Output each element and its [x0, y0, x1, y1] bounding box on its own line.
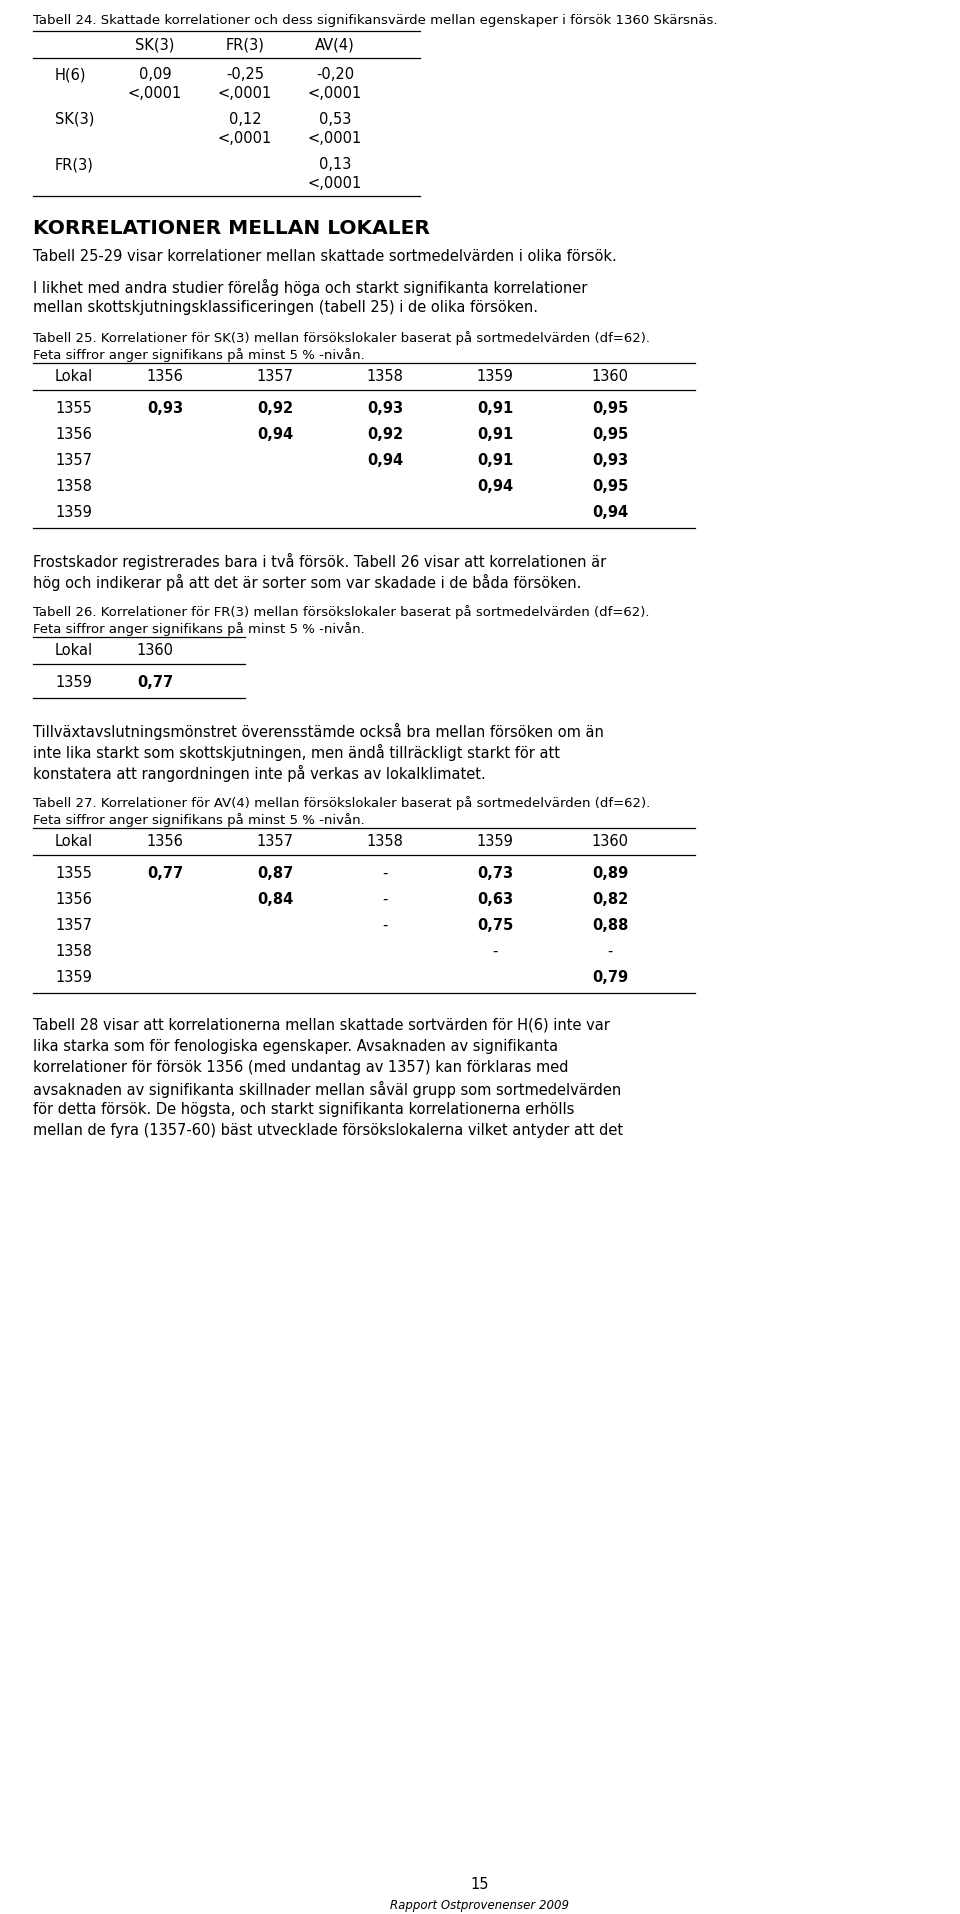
Text: Lokal: Lokal [55, 835, 93, 848]
Text: 0,87: 0,87 [257, 865, 293, 880]
Text: 1359: 1359 [55, 505, 92, 521]
Text: 0,53: 0,53 [319, 111, 351, 126]
Text: Feta siffror anger signifikans på minst 5 % -nivån.: Feta siffror anger signifikans på minst … [33, 813, 365, 827]
Text: 1357: 1357 [55, 454, 92, 467]
Text: 0,92: 0,92 [367, 427, 403, 442]
Text: <,0001: <,0001 [308, 130, 362, 145]
Text: 15: 15 [470, 1876, 490, 1891]
Text: 0,73: 0,73 [477, 865, 513, 880]
Text: <,0001: <,0001 [308, 176, 362, 191]
Text: KORRELATIONER MELLAN LOKALER: KORRELATIONER MELLAN LOKALER [33, 218, 430, 237]
Text: 1358: 1358 [367, 369, 403, 385]
Text: -0,25: -0,25 [226, 67, 264, 82]
Text: 0,91: 0,91 [477, 400, 514, 415]
Text: 1360: 1360 [591, 835, 629, 848]
Text: lika starka som för fenologiska egenskaper. Avsaknaden av signifikanta: lika starka som för fenologiska egenskap… [33, 1039, 558, 1053]
Text: Feta siffror anger signifikans på minst 5 % -nivån.: Feta siffror anger signifikans på minst … [33, 348, 365, 362]
Text: 1356: 1356 [147, 369, 183, 385]
Text: FR(3): FR(3) [55, 157, 94, 172]
Text: 1359: 1359 [55, 674, 92, 689]
Text: Lokal: Lokal [55, 643, 93, 658]
Text: Frostskador registrerades bara i två försök. Tabell 26 visar att korrelationen ä: Frostskador registrerades bara i två för… [33, 553, 607, 570]
Text: 0,79: 0,79 [592, 970, 628, 984]
Text: 1358: 1358 [55, 944, 92, 959]
Text: 1355: 1355 [55, 400, 92, 415]
Text: konstatera att rangordningen inte på verkas av lokalklimatet.: konstatera att rangordningen inte på ver… [33, 764, 486, 781]
Text: Rapport Ostprovenenser 2009: Rapport Ostprovenenser 2009 [391, 1899, 569, 1910]
Text: 1360: 1360 [136, 643, 174, 658]
Text: 0,93: 0,93 [147, 400, 183, 415]
Text: 0,94: 0,94 [257, 427, 293, 442]
Text: 0,89: 0,89 [592, 865, 628, 880]
Text: <,0001: <,0001 [218, 130, 272, 145]
Text: Tabell 24. Skattade korrelationer och dess signifikansvärde mellan egenskaper i : Tabell 24. Skattade korrelationer och de… [33, 13, 717, 27]
Text: Tabell 25. Korrelationer för SK(3) mellan försökslokaler baserat på sortmedelvär: Tabell 25. Korrelationer för SK(3) mella… [33, 331, 650, 345]
Text: hög och indikerar på att det är sorter som var skadade i de båda försöken.: hög och indikerar på att det är sorter s… [33, 574, 582, 591]
Text: 0,75: 0,75 [477, 917, 514, 932]
Text: mellan de fyra (1357-60) bäst utvecklade försökslokalerna vilket antyder att det: mellan de fyra (1357-60) bäst utvecklade… [33, 1122, 623, 1137]
Text: 1359: 1359 [476, 369, 514, 385]
Text: avsaknaden av signifikanta skillnader mellan såväl grupp som sortmedelvärden: avsaknaden av signifikanta skillnader me… [33, 1079, 621, 1097]
Text: 0,63: 0,63 [477, 892, 513, 907]
Text: -0,20: -0,20 [316, 67, 354, 82]
Text: för detta försök. De högsta, och starkt signifikanta korrelationerna erhölls: för detta försök. De högsta, och starkt … [33, 1101, 574, 1116]
Text: 0,94: 0,94 [367, 454, 403, 467]
Text: 0,84: 0,84 [257, 892, 293, 907]
Text: 0,12: 0,12 [228, 111, 261, 126]
Text: 1356: 1356 [55, 892, 92, 907]
Text: SK(3): SK(3) [55, 111, 94, 126]
Text: 0,94: 0,94 [592, 505, 628, 521]
Text: 1356: 1356 [147, 835, 183, 848]
Text: 0,93: 0,93 [367, 400, 403, 415]
Text: 1359: 1359 [55, 970, 92, 984]
Text: <,0001: <,0001 [218, 86, 272, 101]
Text: Tabell 26. Korrelationer för FR(3) mellan försökslokaler baserat på sortmedelvär: Tabell 26. Korrelationer för FR(3) mella… [33, 605, 650, 618]
Text: 1357: 1357 [256, 369, 294, 385]
Text: -: - [608, 944, 612, 959]
Text: Tillväxtavslutningsmönstret överensstämde också bra mellan försöken om än: Tillväxtavslutningsmönstret överensstämd… [33, 723, 604, 739]
Text: Feta siffror anger signifikans på minst 5 % -nivån.: Feta siffror anger signifikans på minst … [33, 622, 365, 635]
Text: 0,91: 0,91 [477, 454, 514, 467]
Text: -: - [492, 944, 497, 959]
Text: 0,82: 0,82 [592, 892, 628, 907]
Text: SK(3): SK(3) [135, 36, 175, 52]
Text: 1360: 1360 [591, 369, 629, 385]
Text: Lokal: Lokal [55, 369, 93, 385]
Text: <,0001: <,0001 [128, 86, 182, 101]
Text: 1355: 1355 [55, 865, 92, 880]
Text: 0,93: 0,93 [592, 454, 628, 467]
Text: mellan skottskjutningsklassificeringen (tabell 25) i de olika försöken.: mellan skottskjutningsklassificeringen (… [33, 300, 538, 314]
Text: Tabell 25-29 visar korrelationer mellan skattade sortmedelvärden i olika försök.: Tabell 25-29 visar korrelationer mellan … [33, 249, 616, 264]
Text: -: - [382, 892, 388, 907]
Text: 0,77: 0,77 [147, 865, 183, 880]
Text: 1357: 1357 [55, 917, 92, 932]
Text: H(6): H(6) [55, 67, 86, 82]
Text: 0,95: 0,95 [592, 478, 628, 494]
Text: 0,95: 0,95 [592, 400, 628, 415]
Text: 1357: 1357 [256, 835, 294, 848]
Text: 0,77: 0,77 [137, 674, 173, 689]
Text: 0,94: 0,94 [477, 478, 513, 494]
Text: Tabell 28 visar att korrelationerna mellan skattade sortvärden för H(6) inte var: Tabell 28 visar att korrelationerna mell… [33, 1018, 610, 1032]
Text: 1358: 1358 [367, 835, 403, 848]
Text: 1359: 1359 [476, 835, 514, 848]
Text: AV(4): AV(4) [315, 36, 355, 52]
Text: 0,13: 0,13 [319, 157, 351, 172]
Text: 1358: 1358 [55, 478, 92, 494]
Text: 0,09: 0,09 [138, 67, 171, 82]
Text: -: - [382, 865, 388, 880]
Text: 0,95: 0,95 [592, 427, 628, 442]
Text: korrelationer för försök 1356 (med undantag av 1357) kan förklaras med: korrelationer för försök 1356 (med undan… [33, 1060, 568, 1074]
Text: -: - [382, 917, 388, 932]
Text: 0,91: 0,91 [477, 427, 514, 442]
Text: <,0001: <,0001 [308, 86, 362, 101]
Text: I likhet med andra studier förelåg höga och starkt signifikanta korrelationer: I likhet med andra studier förelåg höga … [33, 279, 588, 297]
Text: 0,92: 0,92 [257, 400, 293, 415]
Text: Tabell 27. Korrelationer för AV(4) mellan försökslokaler baserat på sortmedelvär: Tabell 27. Korrelationer för AV(4) mella… [33, 796, 650, 810]
Text: 1356: 1356 [55, 427, 92, 442]
Text: FR(3): FR(3) [226, 36, 264, 52]
Text: 0,88: 0,88 [591, 917, 628, 932]
Text: inte lika starkt som skottskjutningen, men ändå tillräckligt starkt för att: inte lika starkt som skottskjutningen, m… [33, 745, 560, 760]
